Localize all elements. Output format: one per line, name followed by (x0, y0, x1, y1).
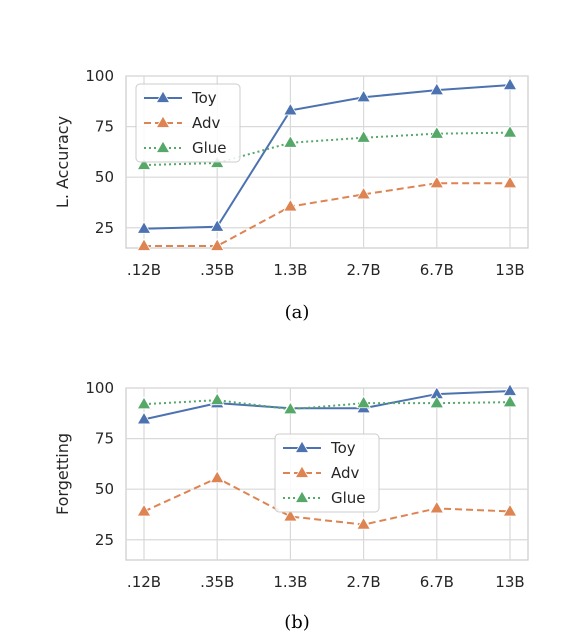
data-point-glue (502, 124, 518, 138)
data-point-adv (429, 175, 445, 189)
data-point-glue (136, 157, 152, 170)
data-point-adv (283, 508, 298, 522)
data-point-toy (209, 218, 225, 232)
legend-marker-adv (294, 465, 310, 478)
subfigure-caption: (a) (285, 302, 310, 323)
legend: Toy Adv Glue (135, 83, 241, 163)
x-tick-label: 1.3B (273, 261, 307, 279)
chart-accuracy: .12B .35B 1.3B 2.7B 6.7B 13B 25 50 75 100 L. Accur… (53, 67, 529, 323)
series-line-toy (143, 390, 511, 421)
legend-label-adv: Adv (331, 464, 360, 482)
data-point-adv (429, 500, 445, 514)
data-point-adv (502, 503, 518, 517)
data-point-toy (136, 411, 152, 425)
data-point-toy (283, 102, 298, 116)
y-tick-label: 50 (95, 168, 114, 186)
legend: Toy Adv Glue (274, 433, 380, 513)
legend-label-glue: Glue (331, 489, 366, 507)
series-line-glue (143, 399, 511, 411)
subfigure-caption: (b) (284, 612, 310, 633)
x-tick-label: 13B (495, 573, 524, 591)
series-line-adv (144, 182, 510, 247)
y-tick-label: 100 (85, 67, 114, 85)
data-point-glue (429, 395, 445, 409)
data-point-glue (429, 125, 445, 139)
data-point-adv (136, 503, 152, 517)
y-tick-label: 25 (95, 531, 114, 549)
x-tick-label: 6.7B (420, 573, 454, 591)
series-line-glue (143, 131, 511, 167)
data-point-adv (136, 238, 152, 251)
data-point-adv (356, 186, 371, 200)
data-point-toy (136, 220, 152, 234)
legend-marker-adv (155, 115, 171, 128)
data-point-glue (502, 394, 518, 408)
data-point-glue (356, 395, 371, 409)
data-point-adv (209, 470, 225, 483)
data-point-glue (209, 392, 225, 406)
x-tick-label: .12B (127, 261, 161, 279)
y-axis-label: L. Accuracy (53, 116, 72, 208)
data-point-toy (502, 77, 518, 91)
data-point-adv (283, 198, 298, 212)
legend-label-adv: Adv (192, 114, 221, 132)
data-point-adv (209, 238, 225, 251)
legend-label-toy: Toy (191, 89, 217, 107)
y-tick-label: 75 (95, 430, 114, 448)
x-tick-label: .12B (127, 573, 161, 591)
data-point-glue (356, 129, 371, 143)
y-tick-label: 75 (95, 118, 114, 136)
data-point-glue (283, 134, 298, 148)
x-tick-label: 2.7B (347, 573, 381, 591)
x-tick-label: .35B (200, 261, 234, 279)
legend-marker-glue (294, 490, 310, 503)
data-point-glue (283, 401, 298, 415)
legend-marker-glue (155, 140, 171, 153)
y-tick-label: 50 (95, 480, 114, 498)
data-point-glue (136, 396, 152, 410)
data-point-adv (502, 175, 518, 189)
data-point-toy (429, 82, 445, 96)
legend-label-glue: Glue (192, 139, 227, 157)
y-tick-label: 25 (95, 219, 114, 237)
series-line-toy (143, 84, 511, 230)
chart-forgetting: .12B .35B 1.3B 2.7B 6.7B 13B 25 50 75 100 Forgetti… (53, 379, 529, 633)
x-tick-label: .35B (200, 573, 234, 591)
data-point-toy (356, 89, 371, 103)
legend-marker-toy (155, 90, 171, 103)
x-tick-label: 1.3B (273, 573, 307, 591)
x-tick-label: 13B (495, 261, 524, 279)
legend-marker-toy (294, 440, 310, 453)
data-point-adv (356, 516, 371, 530)
x-tick-label: 2.7B (347, 261, 381, 279)
y-axis-label: Forgetting (53, 433, 72, 515)
series-line-adv (143, 476, 511, 526)
x-tick-label: 6.7B (420, 261, 454, 279)
legend-label-toy: Toy (330, 439, 356, 457)
y-tick-label: 100 (85, 379, 114, 397)
